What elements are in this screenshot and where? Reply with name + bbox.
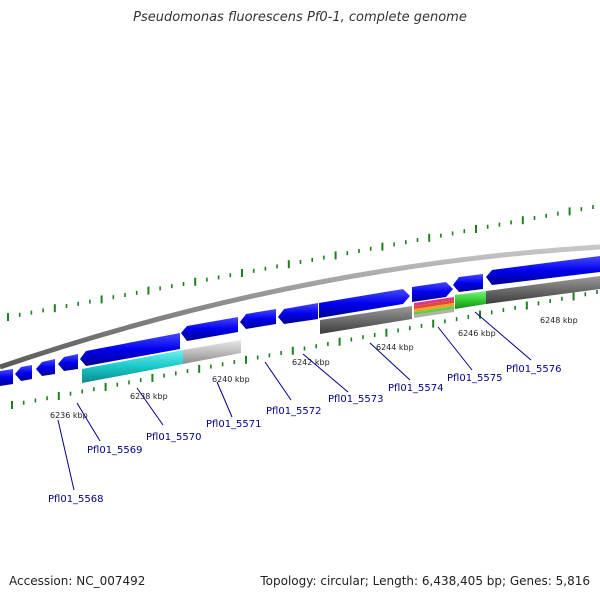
feature-track-inner [82, 276, 600, 383]
gene-label[interactable]: Pfl01_5574 [388, 383, 444, 394]
gene-label[interactable]: Pfl01_5572 [266, 406, 322, 417]
cds-track [0, 256, 600, 386]
cds-arrow [486, 256, 600, 285]
cds-arrow [278, 303, 318, 324]
gc-skew-track-inner [11, 290, 598, 409]
gene-label[interactable]: Pfl01_5576 [506, 364, 562, 375]
backbone-ring [0, 244, 600, 370]
feature-stripe-magenta [414, 297, 454, 306]
gene-leader-line [216, 381, 233, 418]
scale-tick-label: 6240 kbp [212, 375, 250, 384]
scale-tick-label: 6246 kbp [458, 329, 496, 338]
accession-text: Accession: NC_007492 [9, 574, 146, 588]
gene-leader-line [136, 387, 164, 426]
gene-leader-line [76, 402, 101, 442]
cds-arrow [36, 359, 55, 376]
gene-leader-line [437, 326, 473, 371]
gene-leader-line [57, 419, 75, 491]
feature-stripe-green [414, 306, 454, 315]
genome-summary: Topology: circular; Length: 6,438,405 bp… [260, 574, 590, 588]
scale-tick-label: 6238 kbp [130, 392, 168, 401]
gene-label[interactable]: Pfl01_5573 [328, 394, 384, 405]
gene-leader-line [302, 353, 349, 393]
feature-stripe-red [414, 300, 454, 309]
feature-stripe-orange [414, 303, 454, 312]
cds-arrow [240, 309, 276, 329]
map-title: Pseudomonas fluorescens Pf0-1, complete … [133, 10, 467, 25]
cds-arrow [58, 354, 78, 371]
feature-dark-grey [486, 276, 600, 304]
gene-label[interactable]: Pfl01_5575 [447, 373, 503, 384]
scale-tick-label: 6244 kbp [376, 343, 414, 352]
gene-label[interactable]: Pfl01_5570 [146, 432, 202, 443]
cds-arrow [319, 289, 410, 318]
gene-leader-line [474, 311, 532, 361]
gene-leader-line [264, 361, 292, 401]
scale-tick-label: 6242 kbp [292, 358, 330, 367]
gene-label[interactable]: Pfl01_5569 [87, 445, 143, 456]
feature-stripe-grey [414, 309, 454, 318]
cds-arrow [412, 282, 453, 302]
feature-cyan [82, 350, 183, 383]
feature-dark-grey [320, 306, 412, 334]
gene-leader-line [369, 342, 411, 381]
cds-arrow [80, 333, 180, 366]
cds-arrow [181, 317, 238, 341]
gene-label[interactable]: Pfl01_5568 [48, 494, 104, 505]
feature-green [455, 291, 486, 309]
cds-arrow [15, 365, 32, 381]
scale-tick-label: 6236 kbp [50, 411, 88, 420]
cds-arrow [0, 369, 13, 386]
cds-arrow [453, 274, 483, 292]
gc-skew-track-outer [7, 205, 594, 321]
feature-light-grey [183, 340, 241, 364]
scale-ticks: 6236 kbp 6238 kbp 6240 kbp 6242 kbp 6244 kbp… [50, 316, 578, 420]
gene-label[interactable]: Pfl01_5571 [206, 419, 262, 430]
scale-tick-label: 6248 kbp [540, 316, 578, 325]
